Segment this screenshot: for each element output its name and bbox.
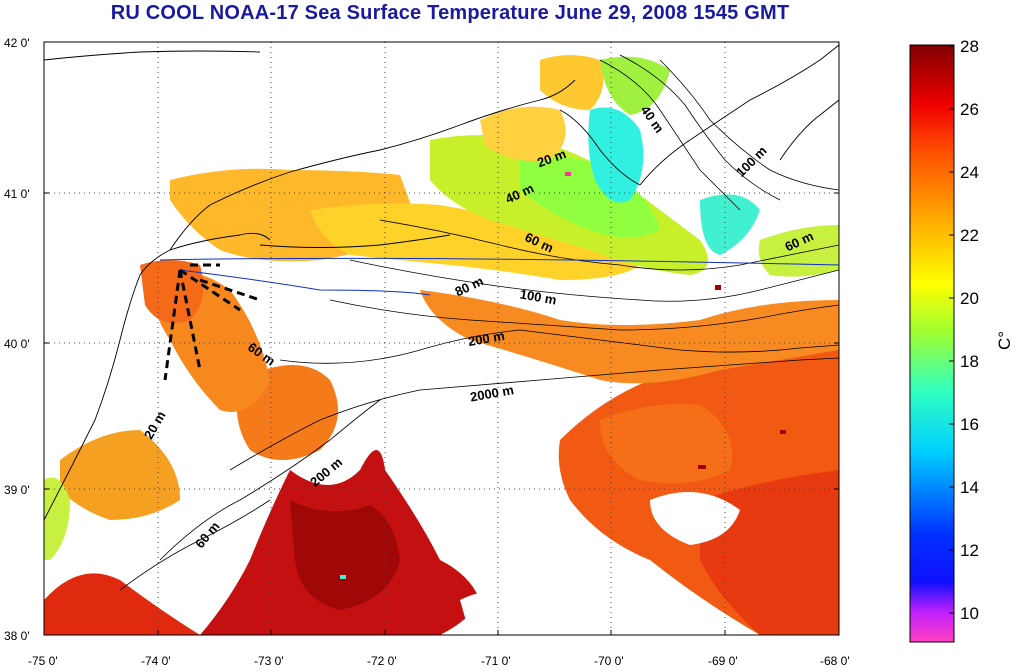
lon-tick-label: -75 0' bbox=[28, 654, 58, 668]
colorbar-tick-label: 26 bbox=[960, 100, 979, 119]
colorbar-tick-label: 10 bbox=[960, 604, 979, 623]
longitude-labels: -75 0' -74 0' -73 0' -72 0' -71 0' -70 0… bbox=[28, 654, 850, 668]
colorbar-tick-label: 12 bbox=[960, 541, 979, 560]
colorbar-tick-label: 28 bbox=[960, 37, 979, 56]
depth-label: 200 m bbox=[467, 328, 506, 349]
axis-tick-marks bbox=[44, 192, 839, 635]
bathymetry-contours bbox=[119, 54, 839, 591]
lon-tick-label: -68 0' bbox=[820, 654, 850, 668]
colorbar-unit-label: C° bbox=[995, 331, 1014, 350]
map-title: RU COOL NOAA-17 Sea Surface Temperature … bbox=[110, 2, 790, 24]
lon-tick-label: -71 0' bbox=[481, 654, 511, 668]
lat-tick-label: 40 0' bbox=[4, 337, 30, 351]
coastline bbox=[44, 44, 839, 521]
colorbar-tick-label: 16 bbox=[960, 415, 979, 434]
colorbar-tick-label: 20 bbox=[960, 289, 979, 308]
lat-tick-label: 42 0' bbox=[4, 36, 30, 50]
lon-tick-label: -74 0' bbox=[141, 654, 171, 668]
lon-tick-label: -73 0' bbox=[254, 654, 284, 668]
lon-tick-label: -72 0' bbox=[367, 654, 397, 668]
transect-lines bbox=[159, 257, 839, 296]
colorbar-tick-label: 18 bbox=[960, 352, 979, 371]
colorbar-tick-label: 22 bbox=[960, 226, 979, 245]
colorbar-ticks: 28 26 24 22 20 18 16 14 12 10 bbox=[949, 37, 979, 623]
colorbar bbox=[909, 44, 955, 643]
lat-tick-label: 38 0' bbox=[4, 629, 30, 643]
lon-tick-label: -69 0' bbox=[708, 654, 738, 668]
dashed-survey-lines bbox=[163, 263, 261, 381]
depth-label: 100 m bbox=[519, 286, 558, 307]
colorbar-tick-label: 14 bbox=[960, 478, 979, 497]
lon-tick-label: -70 0' bbox=[594, 654, 624, 668]
lat-tick-label: 39 0' bbox=[4, 483, 30, 497]
lat-tick-label: 41 0' bbox=[4, 187, 30, 201]
latitude-labels: 42 0' 41 0' 40 0' 39 0' 38 0' bbox=[4, 36, 30, 643]
colorbar-tick-label: 24 bbox=[960, 163, 979, 182]
